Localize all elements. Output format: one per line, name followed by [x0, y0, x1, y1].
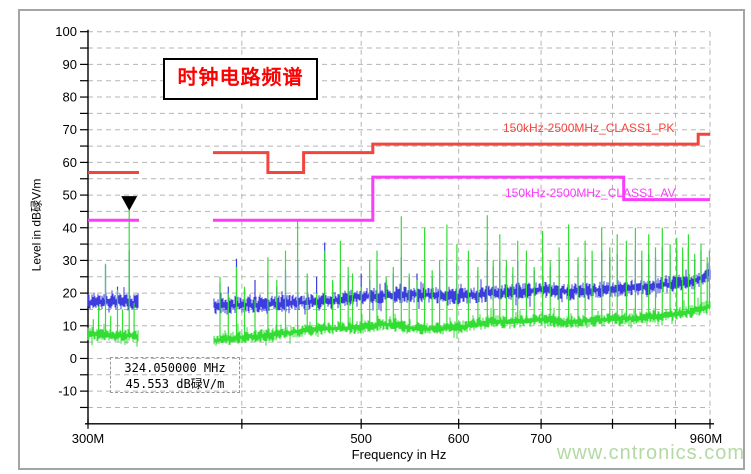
y-tick-label: -10	[58, 384, 77, 399]
x-tick-label: 700	[530, 431, 552, 446]
x-tick-label: 300M	[72, 431, 105, 446]
marker-triangle-icon	[121, 196, 138, 211]
y-tick-label: 90	[63, 57, 77, 72]
y-axis-title: Level in dB碌V/m	[29, 178, 44, 272]
x-tick-label: 600	[448, 431, 470, 446]
marker-level: 45.553 dB碌V/m	[125, 377, 225, 391]
y-tick-label: 50	[63, 188, 77, 203]
y-tick-label: 10	[63, 318, 77, 333]
y-tick-label: 70	[63, 122, 77, 137]
y-tick-label: 80	[63, 90, 77, 105]
chart-frame	[18, 9, 745, 470]
y-tick-label: 40	[63, 220, 77, 235]
x-tick-label: 960M	[690, 431, 723, 446]
y-tick-label: 20	[63, 286, 77, 301]
pk-limit-label: 150kHz-2500MHz_CLASS1_PK	[503, 121, 675, 135]
y-tick-label: 0	[70, 351, 77, 366]
chart-title: 时钟电路频谱	[177, 67, 304, 89]
chart-title-box: 时钟电路频谱	[163, 58, 318, 100]
x-tick-label: 500	[350, 431, 372, 446]
y-tick-label: 30	[63, 253, 77, 268]
y-tick-label: 100	[55, 24, 77, 39]
av-limit-label: 150kHz-2500MHz_CLASS1_AV	[505, 186, 676, 200]
average-trace-green-band	[87, 297, 711, 347]
x-axis-title: Frequency in Hz	[351, 447, 447, 462]
y-tick-label: 60	[63, 155, 77, 170]
average-trace-green-spikes	[92, 209, 710, 340]
marker-readout: 324.050000 MHz 45.553 dB碌V/m	[110, 357, 240, 393]
watermark: www.cntronics.com	[556, 442, 745, 464]
av-limit-line	[88, 175, 710, 222]
marker-frequency: 324.050000 MHz	[124, 361, 226, 375]
peak-trace-blue-band	[87, 262, 711, 318]
pk-limit-line	[88, 132, 710, 174]
